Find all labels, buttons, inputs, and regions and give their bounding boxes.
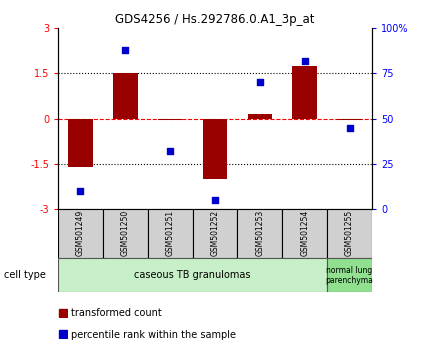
Bar xyxy=(292,66,317,119)
Text: normal lung
parenchyma: normal lung parenchyma xyxy=(326,266,374,285)
Point xyxy=(167,148,174,154)
Text: transformed count: transformed count xyxy=(71,308,162,318)
Bar xyxy=(237,209,282,258)
Bar xyxy=(148,209,193,258)
Bar xyxy=(248,114,272,119)
Bar xyxy=(58,309,67,316)
Bar xyxy=(58,258,327,292)
Bar xyxy=(327,209,372,258)
Bar xyxy=(68,119,93,167)
Bar xyxy=(58,330,67,338)
Point xyxy=(77,188,84,194)
Text: GSM501252: GSM501252 xyxy=(211,210,219,256)
Text: caseous TB granulomas: caseous TB granulomas xyxy=(134,270,251,280)
Point xyxy=(256,80,263,85)
Text: percentile rank within the sample: percentile rank within the sample xyxy=(71,330,236,339)
Text: GSM501255: GSM501255 xyxy=(345,210,354,256)
Title: GDS4256 / Hs.292786.0.A1_3p_at: GDS4256 / Hs.292786.0.A1_3p_at xyxy=(115,13,315,26)
Bar xyxy=(158,119,182,120)
Bar xyxy=(193,209,237,258)
Point xyxy=(122,47,129,53)
Bar xyxy=(113,74,138,119)
Point xyxy=(346,125,353,131)
Text: GSM501249: GSM501249 xyxy=(76,210,85,256)
Bar xyxy=(58,209,103,258)
Text: GSM501253: GSM501253 xyxy=(255,210,264,256)
Point xyxy=(212,197,218,202)
Bar xyxy=(327,258,372,292)
Bar xyxy=(103,209,148,258)
Text: GSM501250: GSM501250 xyxy=(121,210,130,256)
Bar xyxy=(203,119,227,179)
Text: GSM501254: GSM501254 xyxy=(300,210,309,256)
Bar xyxy=(282,209,327,258)
Text: cell type: cell type xyxy=(4,270,46,280)
Bar xyxy=(337,119,362,120)
Text: GSM501251: GSM501251 xyxy=(166,210,175,256)
Point xyxy=(301,58,308,64)
